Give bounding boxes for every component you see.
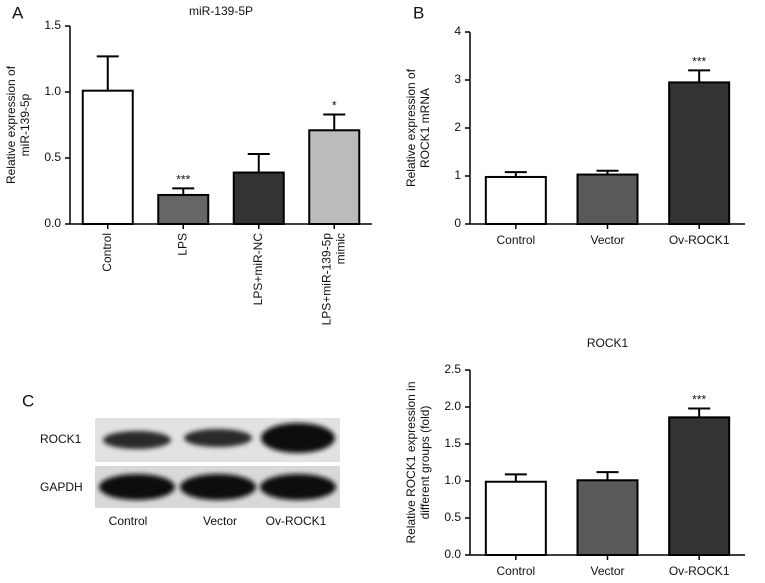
y-tick-label: 1.0: [444, 473, 461, 487]
x-tick-label: Control: [496, 233, 535, 247]
y-tick-label: 0: [454, 216, 461, 230]
y-tick-label: 4: [454, 24, 461, 38]
bar: [576, 479, 639, 557]
y-tick-label: 2.5: [444, 362, 461, 376]
y-tick-label: 0.5: [444, 510, 461, 524]
x-tick-label: mimic: [333, 233, 347, 264]
y-tick-label: 1.5: [444, 436, 461, 450]
bar: [668, 416, 731, 556]
blot-band: [99, 474, 175, 500]
y-tick-label: 0.0: [444, 547, 461, 561]
blot-band: [260, 474, 336, 500]
chart-title: ROCK1: [587, 336, 629, 350]
blot-lane-label: Ov-ROCK1: [266, 514, 327, 528]
y-axis-label: ROCK1 mRNA: [418, 88, 432, 168]
x-tick-label: Ov-ROCK1: [669, 233, 730, 247]
x-tick-label: Vector: [590, 233, 624, 247]
y-tick-label: 0.0: [44, 216, 61, 230]
x-tick-label: Control: [100, 233, 114, 272]
blot-lane-label: Vector: [203, 514, 237, 528]
blot-row-label: ROCK1: [40, 432, 82, 446]
blot-band: [103, 431, 171, 449]
y-tick-label: 1: [454, 168, 461, 182]
x-tick-label: Vector: [590, 564, 624, 578]
y-tick-label: 0.5: [44, 150, 61, 164]
panel-letter: C: [22, 391, 34, 410]
blot-row-label: GAPDH: [40, 480, 83, 494]
significance: ***: [692, 55, 706, 69]
y-tick-label: 2.0: [444, 399, 461, 413]
bar: [81, 89, 134, 226]
bar: [157, 193, 210, 226]
x-tick-label: LPS+miR-NC: [251, 233, 265, 306]
y-axis-label: Relative ROCK1 expression in: [404, 381, 418, 543]
significance: *: [332, 99, 337, 113]
bar: [484, 175, 547, 226]
x-tick-label: LPS+miR-139-5p: [319, 233, 333, 326]
x-tick-label: LPS: [175, 233, 189, 256]
blot-lane-label: Control: [109, 514, 148, 528]
panel-letter: A: [12, 3, 24, 22]
x-tick-label: Control: [496, 564, 535, 578]
panel-letter: B: [413, 3, 424, 22]
y-axis-label: Relative expression of: [4, 65, 18, 184]
y-axis-label: different groups (fold): [418, 406, 432, 520]
bar: [576, 173, 639, 225]
western-blot: ROCK1 GAPDH Control Vector Ov-ROCK1: [40, 418, 340, 528]
significance: ***: [692, 393, 706, 407]
bar: [232, 171, 285, 226]
chart-title: miR-139-5P: [189, 4, 253, 18]
bar: [308, 129, 361, 225]
y-axis-label: miR-139-5p: [18, 93, 32, 156]
x-tick-label: Ov-ROCK1: [669, 564, 730, 578]
y-axis-label: Relative expression of: [404, 68, 418, 187]
blot-band: [180, 474, 256, 500]
y-tick-label: 2: [454, 120, 461, 134]
y-tick-label: 3: [454, 72, 461, 86]
bar: [484, 480, 547, 556]
blot-band: [184, 429, 252, 447]
bar: [668, 81, 731, 226]
y-tick-label: 1.0: [44, 84, 61, 98]
y-tick-label: 1.5: [44, 18, 61, 32]
significance: ***: [176, 173, 190, 187]
blot-band: [261, 423, 335, 453]
